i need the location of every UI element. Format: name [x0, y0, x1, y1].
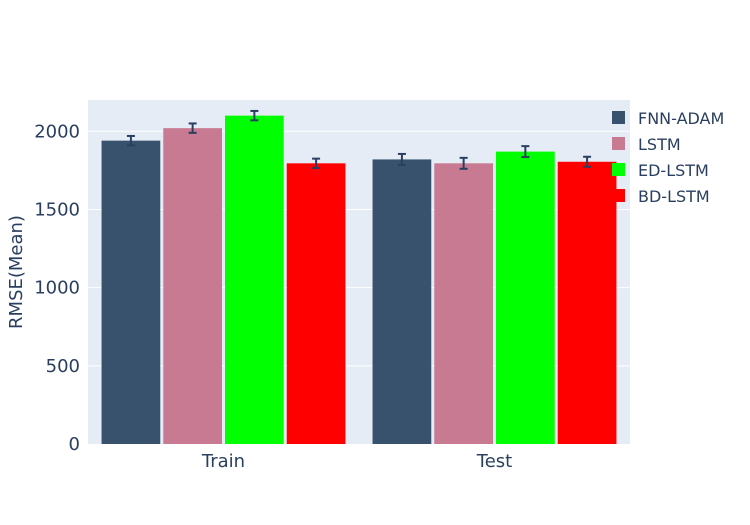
y-axis-title: RMSE(Mean) — [6, 215, 27, 329]
legend-label: FNN-ADAM — [638, 109, 724, 128]
y-tick-label: 0 — [69, 434, 80, 455]
bar-lstm-test — [434, 163, 493, 444]
bar-bd-lstm-train — [286, 163, 346, 444]
y-tick-label: 500 — [46, 356, 80, 377]
legend-swatch — [612, 111, 625, 124]
x-axis-ticks: Train Test — [201, 451, 512, 472]
y-tick-label: 2000 — [34, 121, 80, 142]
y-tick-label: 1500 — [34, 199, 80, 220]
error-bars — [126, 109, 592, 170]
legend-label: BD-LSTM — [638, 187, 710, 206]
y-axis-ticks: 0 500 1000 1500 2000 — [34, 121, 80, 455]
legend: FNN-ADAM LSTM ED-LSTM BD-LSTM — [612, 109, 724, 206]
legend-swatch — [612, 163, 625, 176]
legend-label: ED-LSTM — [638, 161, 709, 180]
legend-swatch — [612, 137, 625, 150]
bar-ed-lstm-train — [225, 115, 284, 445]
bar-bd-lstm-test — [557, 161, 617, 444]
bars — [101, 115, 617, 445]
y-tick-label: 1000 — [34, 278, 80, 299]
bar-lstm-train — [163, 128, 222, 445]
x-tick-label: Test — [476, 451, 512, 472]
x-tick-label: Train — [201, 451, 245, 472]
bar-fnn-adam-train — [101, 140, 161, 444]
bar-ed-lstm-test — [496, 151, 555, 444]
bar-fnn-adam-test — [372, 159, 432, 444]
legend-label: LSTM — [638, 135, 681, 154]
legend-swatch — [612, 189, 625, 202]
